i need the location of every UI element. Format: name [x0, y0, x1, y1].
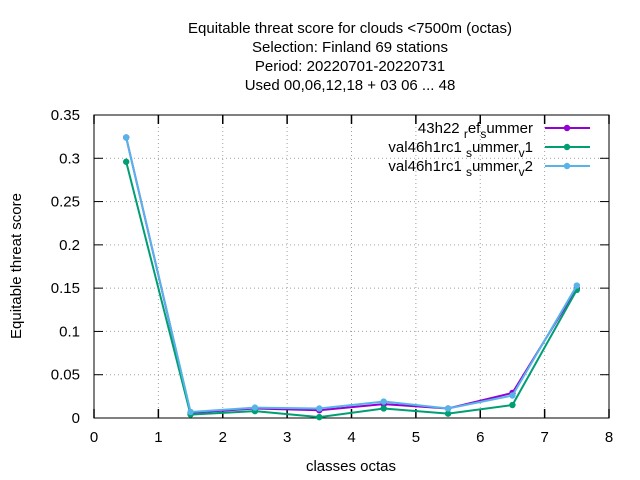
series-val46h1rc1-summer-v2 — [122, 134, 581, 416]
data-point — [444, 410, 452, 417]
x-tick-label: 8 — [605, 429, 613, 446]
legend-label-part: ummer — [472, 158, 519, 175]
legend-label-part: s — [480, 127, 486, 141]
y-axis-label: Equitable threat score — [8, 193, 25, 339]
y-tick-label: 0.1 — [59, 323, 80, 340]
legend-label-part: s — [466, 165, 472, 179]
x-tick-label: 2 — [219, 429, 227, 446]
data-point — [316, 405, 323, 412]
legend-entry: 43h22 refsummer — [418, 120, 590, 141]
legend-label: 43h22 refsummer — [418, 120, 533, 141]
legend-label-part: ummer — [486, 120, 533, 137]
legend-label: val46h1rc1 summerv2 — [388, 158, 533, 179]
data-point — [509, 401, 516, 409]
grid — [94, 115, 609, 418]
y-tick-label: 0.2 — [59, 237, 80, 254]
legend-label-part: 2 — [525, 158, 533, 175]
legend-label-part: val46h1rc1 — [388, 139, 466, 156]
legend-label-part: v — [519, 165, 525, 179]
data-point — [316, 413, 323, 421]
series-line — [125, 161, 578, 419]
x-tick-label: 1 — [154, 429, 162, 446]
chart-title-line: Period: 20220701-20220731 — [255, 58, 445, 75]
legend-label-part: 1 — [525, 139, 533, 156]
x-tick-label: 4 — [347, 429, 355, 446]
series-line — [125, 137, 578, 413]
legend-swatch-marker — [563, 143, 571, 151]
data-point — [122, 158, 130, 165]
data-point — [187, 408, 194, 416]
data-point — [444, 405, 452, 412]
legend-label-part: ummer — [472, 139, 519, 156]
chart-title: Equitable threat score for clouds <7500m… — [188, 20, 512, 94]
data-point — [380, 405, 387, 412]
legend-label-part: 43h22 — [418, 120, 464, 137]
chart-title-line: Used 00,06,12,18 + 03 06 ... 48 — [245, 77, 456, 94]
data-point — [122, 134, 130, 141]
legend-label-part: v — [519, 146, 525, 160]
chart-title-line: Equitable threat score for clouds <7500m… — [188, 20, 512, 37]
x-axis-label: classes octas — [306, 458, 396, 475]
legend-entry: val46h1rc1 summerv1 — [388, 139, 590, 160]
x-tick-label: 5 — [412, 429, 420, 446]
x-tick-label: 0 — [90, 429, 98, 446]
y-tick-label: 0.25 — [51, 194, 80, 211]
y-tick-label: 0.3 — [59, 150, 80, 167]
x-tick-label: 7 — [540, 429, 548, 446]
x-tick-label: 6 — [476, 429, 484, 446]
legend-label-part: s — [466, 146, 472, 160]
legend-label: val46h1rc1 summerv1 — [388, 139, 533, 160]
data-point — [251, 404, 259, 411]
legend-entry: val46h1rc1 summerv2 — [388, 158, 590, 179]
y-tick-label: 0 — [72, 410, 80, 427]
legend-label-part: r — [464, 127, 468, 141]
data-point — [573, 282, 581, 289]
y-tick-label: 0.15 — [51, 280, 80, 297]
legend-swatch-marker — [563, 124, 571, 132]
x-tick-label: 3 — [283, 429, 291, 446]
data-point — [380, 398, 387, 405]
data-point — [509, 392, 516, 399]
y-tick-label: 0.35 — [51, 107, 80, 124]
legend-swatch-marker — [563, 162, 571, 170]
axis-ticks: 0 1 2 3 4 5 6 7 8 0 0.05 0.1 0.15 0.2 0.25 0.3 0.35 — [51, 107, 613, 446]
legend-label-part: val46h1rc1 — [388, 158, 466, 175]
series-val46h1rc1-summer-v1 — [122, 158, 581, 421]
chart-title-line: Selection: Finland 69 stations — [252, 39, 448, 56]
y-tick-label: 0.05 — [51, 367, 80, 384]
series-group — [122, 134, 581, 421]
legend-label-part: ef — [468, 120, 481, 137]
